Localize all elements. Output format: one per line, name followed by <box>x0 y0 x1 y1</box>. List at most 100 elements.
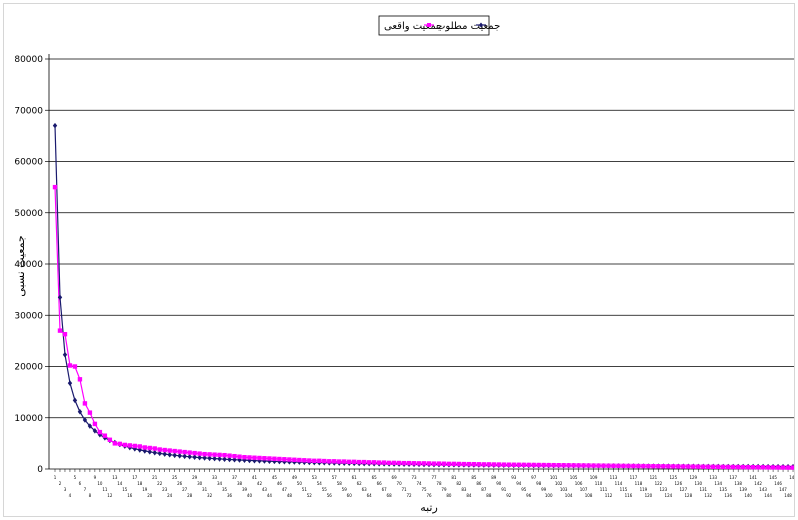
data-point <box>406 460 412 466</box>
data-point <box>691 464 696 469</box>
x-tick-label: 28 <box>187 493 193 498</box>
x-tick-label: 47 <box>282 487 288 492</box>
x-tick-label: 48 <box>287 493 293 498</box>
axes <box>48 54 794 470</box>
data-point <box>302 458 307 463</box>
x-tick-label: 22 <box>157 481 163 486</box>
data-point <box>481 462 487 467</box>
x-tick-label: 135 <box>719 487 727 492</box>
data-point <box>671 464 676 469</box>
x-tick-label: 67 <box>382 487 388 492</box>
x-tick-label: 115 <box>620 487 628 492</box>
x-tick-label: 66 <box>377 481 383 486</box>
y-tick-label: 40000 <box>14 260 43 270</box>
x-tick-label: 110 <box>595 481 603 486</box>
x-tick-label: 95 <box>521 487 527 492</box>
x-tick-label: 101 <box>550 475 558 480</box>
data-point <box>516 462 521 467</box>
data-point <box>182 453 187 460</box>
data-point <box>661 464 666 469</box>
chart-frame: 0 10000 20000 30000 40000 50000 60000 70000 8000… <box>3 3 795 517</box>
x-tick-label: 73 <box>411 475 417 480</box>
series-markers <box>52 122 794 470</box>
x-tick-label: 92 <box>506 493 512 498</box>
data-point <box>775 465 781 470</box>
x-tick-label: 16 <box>127 493 133 498</box>
data-point <box>197 451 202 456</box>
x-tick-label: 35 <box>222 487 228 492</box>
data-point <box>237 457 242 463</box>
data-point <box>576 463 581 468</box>
data-point <box>137 444 142 449</box>
x-tick-label: 79 <box>441 487 447 492</box>
x-tick-label: 123 <box>660 487 668 492</box>
data-point <box>696 464 701 469</box>
data-point <box>735 464 741 470</box>
data-point <box>197 454 202 461</box>
x-tick-label: 71 <box>402 487 408 492</box>
data-point <box>87 410 93 415</box>
data-point <box>232 456 237 463</box>
x-tick-label: 122 <box>655 481 663 486</box>
data-point <box>142 445 147 450</box>
data-point <box>57 294 63 301</box>
data-point <box>52 122 58 129</box>
data-point <box>780 465 786 470</box>
data-point <box>147 449 152 455</box>
data-point <box>591 463 596 468</box>
x-tick-label: 98 <box>536 481 542 486</box>
data-point <box>511 462 516 467</box>
data-point <box>446 461 452 467</box>
data-point <box>666 464 671 469</box>
data-point <box>436 461 442 466</box>
x-tick-label: 148 <box>784 493 792 498</box>
data-point <box>541 462 546 468</box>
data-point <box>636 463 641 469</box>
data-point <box>167 451 172 458</box>
x-tick-label: 69 <box>392 475 398 480</box>
data-point <box>586 463 591 468</box>
data-point <box>706 464 711 469</box>
x-tick-label: 141 <box>749 475 757 480</box>
data-point <box>521 462 526 468</box>
x-tick-label: 5 <box>74 475 77 480</box>
x-tick-label: 63 <box>362 487 368 492</box>
x-tick-label: 140 <box>744 493 752 498</box>
data-point <box>381 460 387 465</box>
data-point <box>651 463 656 469</box>
data-point <box>262 456 267 461</box>
x-tick-label: 65 <box>372 475 378 480</box>
data-point <box>312 458 317 463</box>
x-tick-label: 114 <box>615 481 623 486</box>
x-tick-label: 25 <box>172 475 178 480</box>
data-point <box>611 463 616 468</box>
x-tick-label: 61 <box>352 475 358 480</box>
x-tick-label: 117 <box>630 475 638 480</box>
x-tick-label: 30 <box>197 481 203 486</box>
data-point <box>177 452 182 459</box>
data-point <box>476 462 482 467</box>
x-tick-label: 144 <box>764 493 772 498</box>
x-tick-label: 104 <box>565 493 573 498</box>
data-point <box>571 463 576 468</box>
data-point <box>356 459 362 465</box>
data-point <box>352 459 357 465</box>
data-point <box>247 457 252 464</box>
data-point <box>726 464 731 470</box>
y-tick-label: 10000 <box>14 414 43 424</box>
x-tick-label: 121 <box>650 475 658 480</box>
data-point <box>327 459 332 464</box>
data-point <box>641 463 646 469</box>
data-point <box>421 461 427 466</box>
data-point <box>112 441 118 446</box>
x-tick-label: 136 <box>724 493 732 498</box>
data-point <box>711 464 716 469</box>
x-tick-label: 51 <box>302 487 308 492</box>
x-tick-label: 96 <box>526 493 532 498</box>
data-point <box>107 437 113 442</box>
data-point <box>730 464 736 470</box>
x-tick-label: 143 <box>759 487 767 492</box>
x-tick-label: 24 <box>167 493 173 498</box>
x-tick-label: 36 <box>227 493 233 498</box>
data-point <box>277 456 282 462</box>
